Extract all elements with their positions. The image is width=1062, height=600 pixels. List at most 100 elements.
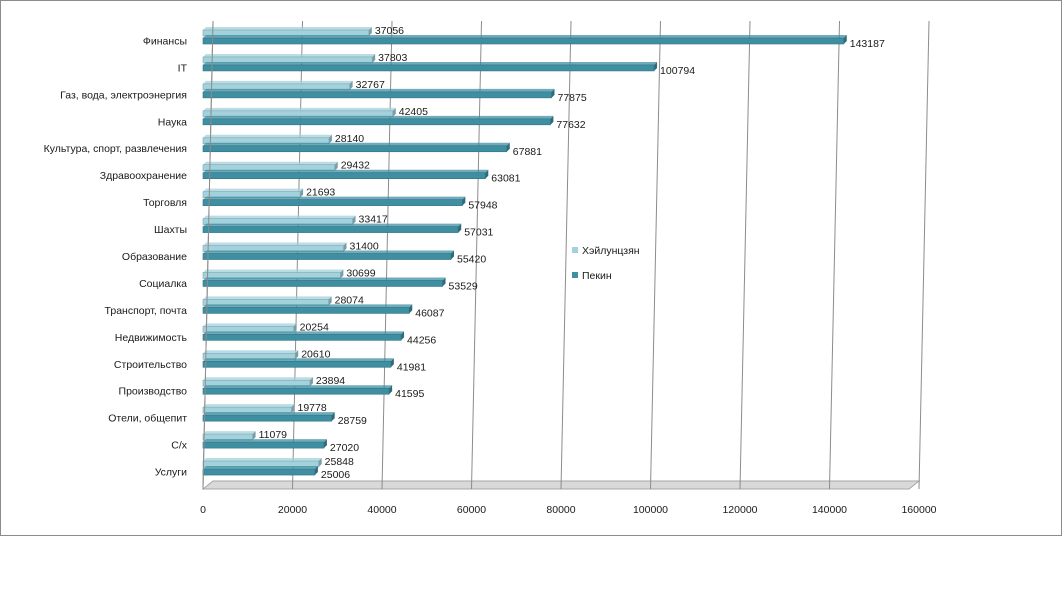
bar-top-face [203, 250, 455, 254]
data-label: 31400 [350, 241, 379, 253]
data-label: 19778 [298, 402, 327, 414]
bar-end-face [318, 458, 322, 468]
bar-end-face [328, 134, 332, 144]
gridline [471, 20, 482, 490]
bar-end-face [458, 223, 462, 233]
bar-top-face [203, 142, 510, 146]
bar-beijing [202, 172, 486, 180]
bar-beijing [202, 334, 402, 341]
bar-end-face [300, 188, 304, 198]
data-label: 100794 [660, 65, 695, 77]
data-label: 20254 [300, 321, 329, 333]
gridline [650, 20, 661, 490]
category-label: Шахты [154, 224, 187, 236]
bar-top-face [203, 27, 372, 30]
data-label: 20610 [301, 348, 330, 360]
x-tick-label: 80000 [546, 504, 575, 516]
bar-beijing [202, 199, 463, 206]
bar-end-face [654, 61, 658, 71]
category-label: Строительство [114, 359, 187, 371]
bar-top-face [203, 61, 658, 65]
bar-top-face [203, 215, 356, 219]
bar-top-face [203, 404, 295, 408]
bar-top-face [203, 107, 396, 111]
bar-end-face [309, 377, 313, 387]
bar-end-face [328, 296, 332, 306]
x-tick-label: 120000 [722, 504, 757, 516]
data-label: 41595 [395, 388, 424, 400]
bar-beijing [202, 226, 459, 233]
bar-end-face [551, 88, 555, 98]
bar-top-face [203, 331, 405, 335]
category-label: Наука [158, 116, 187, 128]
labels-layer: Финансы 37056 143187 IT 37803 100794 Газ, вода… [44, 25, 885, 481]
category-label: Культура, спорт, развлечения [44, 143, 187, 155]
y-axis-line [202, 20, 214, 490]
gridline [829, 20, 840, 490]
bar-beijing [202, 91, 552, 99]
category-label: Транспорт, почта [105, 305, 188, 317]
bar-beijing [202, 468, 316, 476]
data-label: 28140 [335, 133, 364, 145]
legend-swatch [572, 247, 578, 253]
data-label: 28759 [338, 415, 367, 427]
bar-top-face [203, 377, 313, 381]
x-tick-label: 60000 [457, 504, 486, 516]
data-label: 30699 [346, 267, 375, 279]
bar-top-face [203, 277, 446, 281]
category-label: Недвижимость [115, 332, 188, 344]
legend-label: Пекин [582, 270, 612, 282]
bar-end-face [368, 27, 372, 36]
data-label: 77875 [557, 92, 586, 104]
x-tick-label: 160000 [901, 504, 936, 516]
category-label: Производство [119, 386, 188, 398]
bar-end-face [291, 404, 295, 414]
category-label: Финансы [143, 35, 187, 47]
bar-top-face [203, 53, 376, 57]
x-tick-label: 140000 [812, 504, 847, 516]
bar-top-face [203, 296, 332, 300]
bar-top-face [203, 466, 318, 470]
gridline [918, 20, 930, 490]
legend: Хэйлунцзян Пекин [572, 245, 640, 282]
bar-top-face [203, 323, 297, 327]
bar-beijing [202, 280, 443, 287]
bar-end-face [451, 250, 455, 260]
data-label: 53529 [449, 280, 478, 292]
bar-top-face [203, 35, 847, 38]
data-label: 37056 [375, 25, 404, 37]
data-label: 29432 [341, 160, 370, 172]
data-label: 25848 [325, 456, 354, 468]
bar-top-face [203, 439, 327, 443]
x-tick-label: 20000 [278, 504, 307, 516]
bar-beijing [202, 414, 332, 422]
bar-end-face [340, 269, 344, 279]
bar-top-face [203, 458, 322, 462]
category-label: Услуги [155, 467, 187, 479]
category-label: С/х [171, 440, 188, 452]
bar-top-face [203, 196, 466, 200]
legend-label: Хэйлунцзян [582, 245, 640, 257]
bar-beijing [202, 64, 655, 72]
bar-top-face [203, 269, 344, 273]
data-label: 21693 [306, 187, 335, 199]
category-label: Здравоохранение [100, 170, 187, 182]
x-tick-label: 40000 [367, 504, 396, 516]
data-label: 57948 [468, 200, 497, 212]
category-label: Отели, общепит [108, 413, 187, 425]
data-label: 63081 [491, 173, 520, 185]
data-label: 32767 [356, 79, 385, 91]
bar-top-face [203, 385, 393, 389]
data-label: 77632 [556, 119, 585, 131]
gridline [560, 20, 572, 490]
bar-beijing [202, 145, 508, 153]
bar-end-face [390, 358, 394, 368]
bar-end-face [485, 169, 489, 179]
bar-top-face [203, 223, 462, 227]
bar-end-face [323, 439, 327, 449]
x-tick-label: 100000 [633, 504, 668, 516]
bar-beijing [202, 307, 410, 314]
bar-beijing [202, 253, 452, 260]
bar-top-face [203, 169, 489, 173]
gridline [739, 20, 751, 490]
